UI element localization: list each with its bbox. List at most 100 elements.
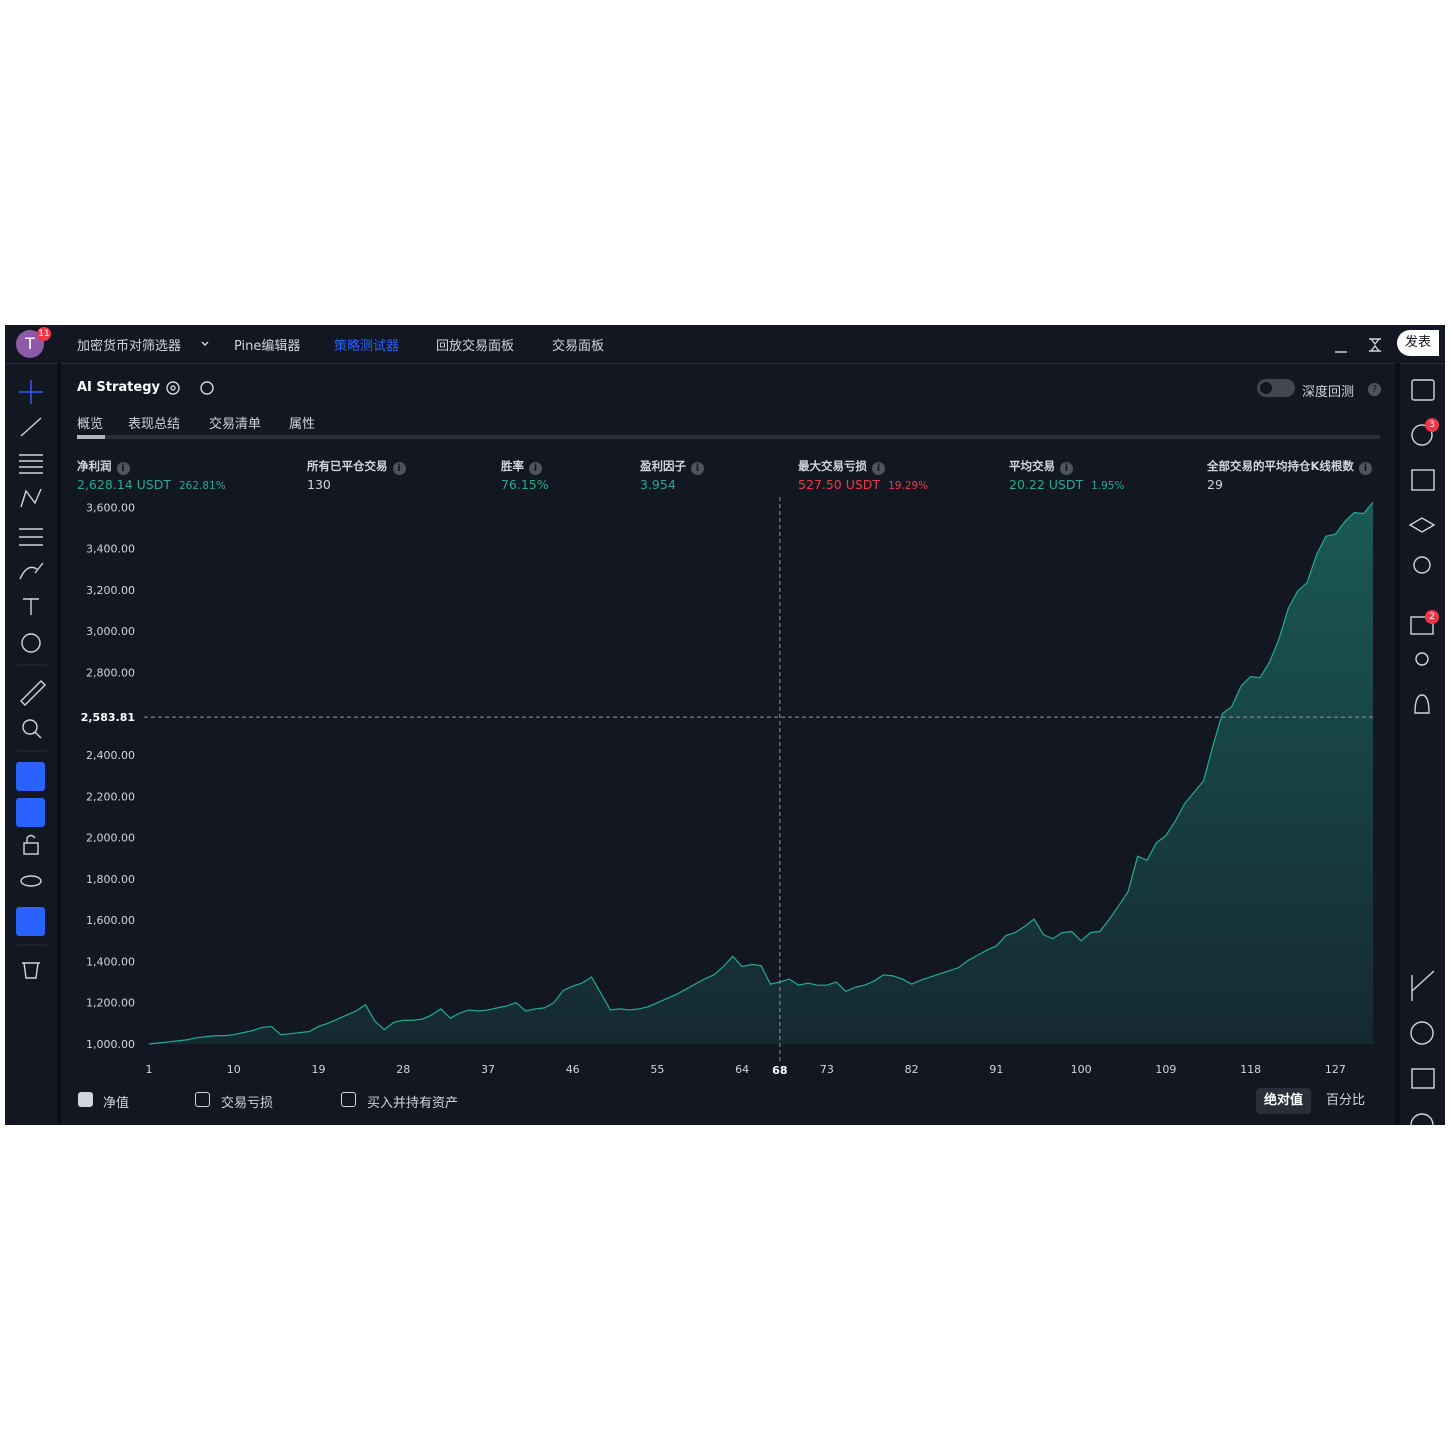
ruler-tool[interactable] bbox=[20, 680, 46, 706]
zoom-tool[interactable] bbox=[22, 719, 42, 739]
help[interactable] bbox=[1410, 1113, 1434, 1125]
strategy-tester: T 11 发表 bbox=[5, 325, 1445, 1125]
checkbox[interactable] bbox=[78, 1092, 93, 1107]
nav-item[interactable]: Pine编辑器 bbox=[234, 339, 301, 354]
info-icon[interactable]: i bbox=[872, 462, 885, 475]
y-tick-label: 1,000.00 bbox=[86, 1038, 135, 1051]
info-icon[interactable]: i bbox=[392, 462, 406, 475]
crosshair-y-box bbox=[85, 708, 143, 727]
object-tree[interactable] bbox=[1411, 970, 1435, 1001]
crosshair-y-label: 2,583.81 bbox=[81, 711, 135, 724]
y-tick-label: 1,200.00 bbox=[86, 997, 135, 1010]
checkbox[interactable] bbox=[341, 1092, 356, 1107]
metric-label: 净利润 i bbox=[77, 458, 130, 475]
crosshair-tool[interactable] bbox=[19, 380, 43, 404]
legend-label: 交易亏损 bbox=[221, 1096, 274, 1111]
tab[interactable]: 表现总结 bbox=[128, 417, 181, 432]
help-icon[interactable]: ? bbox=[1368, 383, 1381, 396]
metric-label: 所有已平仓交易 i bbox=[307, 458, 406, 475]
publish-button[interactable]: 发表 bbox=[1397, 330, 1439, 356]
metric-value-text: 2,628.14 USDT bbox=[77, 477, 171, 492]
equity-line bbox=[148, 501, 1374, 1045]
right-toolbar[interactable] bbox=[1400, 363, 1445, 1125]
left-toolbar[interactable] bbox=[5, 363, 57, 1083]
x-tick-label: 100 bbox=[1071, 1063, 1092, 1076]
text-tool[interactable] bbox=[23, 598, 39, 615]
brush-tool[interactable] bbox=[19, 562, 44, 580]
metric-label-text: 盈利因子 bbox=[640, 459, 686, 473]
strategy-actions[interactable] bbox=[163, 378, 219, 398]
metric-sub: 19.29% bbox=[888, 480, 929, 492]
pattern-tool[interactable] bbox=[20, 488, 42, 508]
mode-button[interactable]: 绝对值 bbox=[1256, 1088, 1312, 1114]
mode-button[interactable]: 百分比 bbox=[1326, 1093, 1366, 1108]
tab[interactable]: 属性 bbox=[289, 417, 316, 432]
deep-backtest-toggle[interactable] bbox=[1257, 379, 1295, 397]
tabs-track bbox=[77, 435, 1380, 439]
x-tick-label: 127 bbox=[1325, 1063, 1346, 1076]
metric-value: 20.22 USDT 1.95% bbox=[1009, 477, 1124, 492]
tabs-active bbox=[77, 435, 105, 439]
chats[interactable] bbox=[1410, 616, 1434, 635]
metric-label-text: 所有已平仓交易 bbox=[307, 459, 388, 473]
watchlist[interactable] bbox=[1411, 379, 1435, 401]
y-tick-label: 3,400.00 bbox=[86, 543, 135, 556]
nav-item[interactable]: 策略测试器 bbox=[334, 339, 400, 354]
metric-value: 29 bbox=[1207, 477, 1223, 492]
y-tick-label: 3,200.00 bbox=[86, 584, 135, 597]
tab[interactable]: 概览 bbox=[77, 417, 104, 432]
checkbox[interactable] bbox=[195, 1092, 210, 1107]
info-icon[interactable]: i bbox=[691, 462, 704, 475]
topbar-divider bbox=[5, 363, 1445, 364]
crosshair-x-label: 68 bbox=[772, 1064, 787, 1077]
x-tick-label: 19 bbox=[311, 1063, 325, 1076]
alerts[interactable] bbox=[1411, 424, 1433, 446]
crosshair-x-box bbox=[767, 1061, 792, 1079]
lock-tool[interactable] bbox=[23, 834, 39, 855]
deep-backtest-label: 深度回测 bbox=[1302, 385, 1355, 400]
fib-tool[interactable] bbox=[19, 454, 43, 474]
nav-item[interactable]: 交易面板 bbox=[552, 339, 605, 354]
alerts-badge: 3 bbox=[1425, 418, 1439, 432]
metric-label-text: 胜率 bbox=[501, 459, 524, 473]
x-tick-label: 82 bbox=[905, 1063, 919, 1076]
metric-label-text: 净利润 bbox=[77, 459, 112, 473]
dropdown-caret[interactable] bbox=[200, 339, 210, 349]
equity-area bbox=[149, 502, 1373, 1044]
streams[interactable] bbox=[1415, 652, 1429, 666]
metric-value: 527.50 USDT 19.29% bbox=[798, 477, 928, 492]
metric-value-text: 20.22 USDT bbox=[1009, 477, 1084, 492]
metric-value-text: 130 bbox=[307, 477, 331, 492]
nav-item[interactable]: 加密货币对筛选器 bbox=[77, 339, 182, 354]
left-divider bbox=[57, 363, 61, 1125]
info-icon[interactable]: i bbox=[1060, 462, 1073, 475]
link-tool[interactable] bbox=[16, 907, 45, 936]
metric-label-text: 平均交易 bbox=[1009, 459, 1055, 473]
window-controls[interactable] bbox=[1333, 333, 1393, 357]
nav-item[interactable]: 回放交易面板 bbox=[436, 339, 515, 354]
notifications[interactable] bbox=[1414, 694, 1430, 714]
stay-drawing-tool[interactable] bbox=[16, 798, 45, 827]
info-icon[interactable]: i bbox=[529, 462, 542, 475]
layers[interactable] bbox=[1408, 517, 1436, 533]
legend-label: 净值 bbox=[103, 1096, 130, 1111]
x-tick-label: 64 bbox=[735, 1063, 749, 1076]
screener[interactable] bbox=[1410, 1021, 1434, 1045]
line-tool[interactable] bbox=[20, 417, 42, 437]
x-tick-label: 118 bbox=[1240, 1063, 1261, 1076]
prediction-tool[interactable] bbox=[19, 528, 43, 546]
calendar[interactable] bbox=[1411, 1068, 1435, 1089]
tab[interactable]: 交易清单 bbox=[209, 417, 262, 432]
hide-tool[interactable] bbox=[20, 875, 42, 887]
emoji-tool[interactable] bbox=[21, 633, 41, 653]
metric-label: 平均交易 i bbox=[1009, 458, 1073, 475]
magnet-tool[interactable] bbox=[16, 762, 45, 791]
metric-label: 全部交易的平均持仓K线根数 i bbox=[1207, 458, 1372, 475]
news[interactable] bbox=[1411, 469, 1435, 491]
delete-tool[interactable] bbox=[22, 962, 40, 979]
info-icon[interactable]: i bbox=[116, 462, 130, 475]
metric-value: 2,628.14 USDT 262.81% bbox=[77, 477, 226, 492]
info-icon[interactable]: i bbox=[1358, 462, 1372, 475]
ideas[interactable] bbox=[1413, 556, 1431, 574]
metric-value: 3.954 bbox=[640, 477, 676, 492]
